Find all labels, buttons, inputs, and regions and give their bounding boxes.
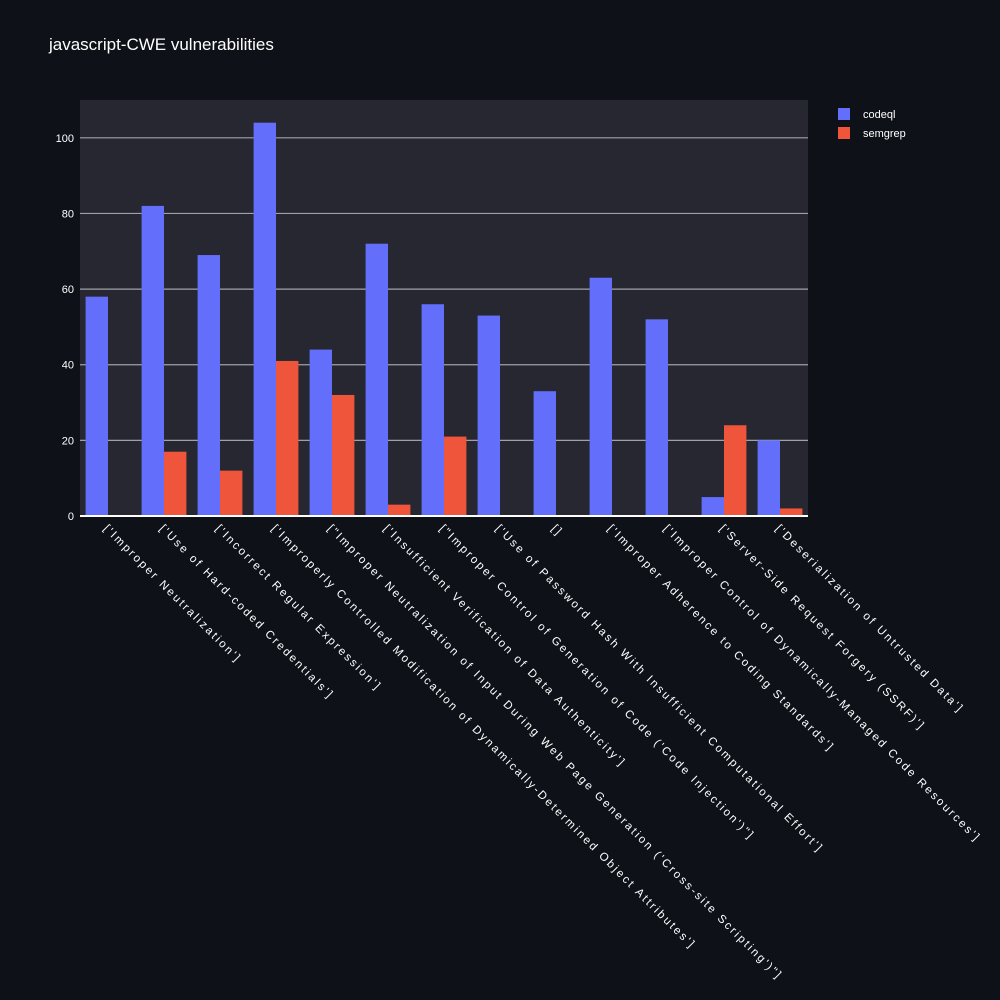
bar-codeql[interactable] [701,497,724,516]
y-tick-label: 100 [56,133,74,145]
bar-codeql[interactable] [421,304,444,516]
bar-semgrep[interactable] [444,436,467,516]
bar-codeql[interactable] [85,296,108,516]
bar-semgrep[interactable] [276,360,299,516]
bar-semgrep[interactable] [388,504,411,516]
y-tick-label: 20 [62,435,74,447]
bar-codeql[interactable] [141,205,164,516]
y-tick-label: 80 [62,208,74,220]
y-tick-label: 60 [62,284,74,296]
bar-semgrep[interactable] [164,451,187,516]
bar-codeql[interactable] [589,277,612,516]
y-tick-label: 40 [62,360,74,372]
bar-codeql[interactable] [197,255,220,516]
x-tick-label: ['Insufficient Verification of Data Auth… [381,523,628,770]
legend-label-codeql[interactable]: codeql [863,109,895,121]
x-tick-label: ['Deserialization of Untrusted Data'] [773,523,966,716]
bar-codeql[interactable] [477,315,500,516]
bar-codeql[interactable] [253,122,276,516]
bar-codeql[interactable] [757,440,780,516]
bar-semgrep[interactable] [780,508,803,516]
y-axis-ticks: 0 20 40 60 80 100 [56,133,74,523]
legend-swatch-semgrep[interactable] [838,127,850,139]
x-tick-label: ['Server-Side Request Forgery (SSRF)'] [717,523,927,733]
bar-semgrep[interactable] [332,394,355,516]
bar-semgrep[interactable] [220,470,243,516]
legend-swatch-codeql[interactable] [838,108,850,120]
x-tick-label: [] [549,523,565,539]
bar-codeql[interactable] [309,349,332,516]
bars [85,122,803,516]
bar-semgrep[interactable] [724,425,747,516]
x-tick-label: ['Improperly Controlled Modification of … [269,523,698,952]
y-tick-label: 0 [68,511,74,523]
chart-title: javascript-CWE vulnerabilities [48,35,274,54]
bar-codeql[interactable] [365,243,388,516]
legend[interactable]: codeql semgrep [838,108,906,140]
legend-label-semgrep[interactable]: semgrep [863,128,906,140]
x-axis-ticks: ['Improper Neutralization']['Use of Hard… [101,523,983,983]
bar-codeql[interactable] [645,319,668,516]
bar-codeql[interactable] [533,391,556,516]
